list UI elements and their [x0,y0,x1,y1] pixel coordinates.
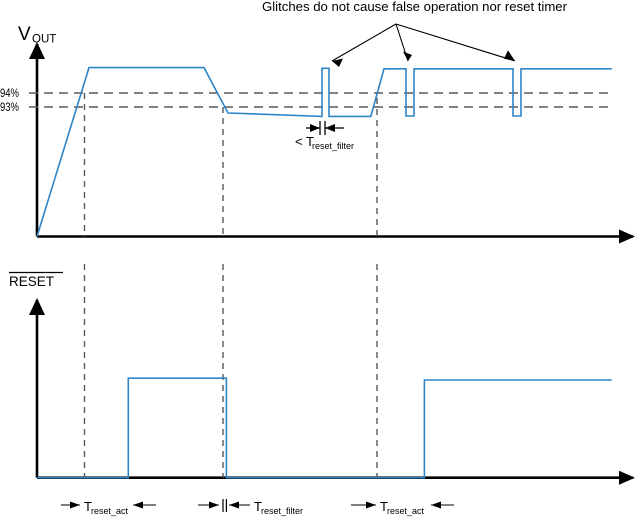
svg-text:reset_filter: reset_filter [312,141,354,151]
svg-text:94%: 94% [0,86,19,100]
svg-text:Glitches do not cause false op: Glitches do not cause false operation no… [262,0,568,14]
svg-text:reset_act: reset_act [387,506,425,516]
svg-text:RESET: RESET [9,274,54,289]
svg-text:V: V [18,24,31,45]
svg-text:reset_filter: reset_filter [261,506,303,516]
svg-text:93%: 93% [0,100,19,114]
svg-text:reset_act: reset_act [91,506,129,516]
svg-text:OUT: OUT [32,34,56,46]
